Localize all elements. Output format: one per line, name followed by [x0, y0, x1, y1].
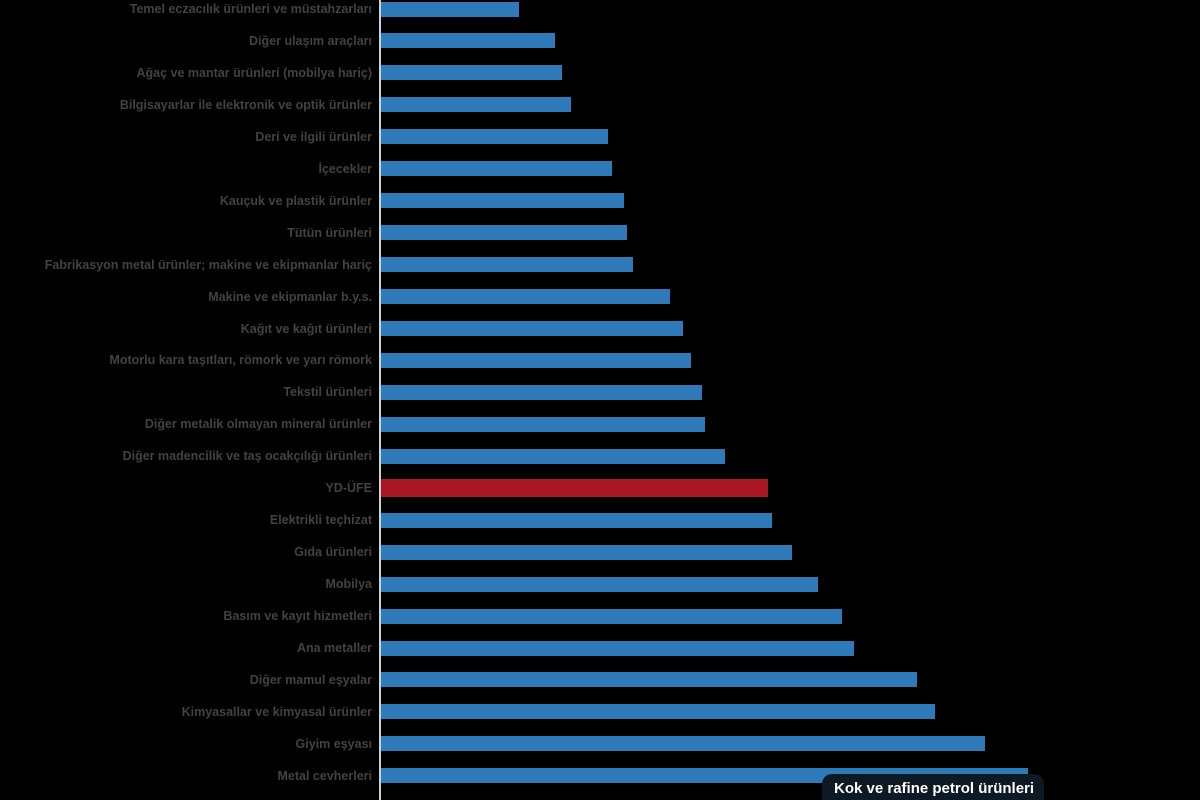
category-label: Deri ve ilgili ürünler: [255, 129, 372, 144]
category-label: Gıda ürünleri: [294, 545, 372, 560]
category-label: Ana metaller: [296, 641, 372, 655]
bar[interactable]: [381, 736, 985, 752]
tooltip: Kok ve rafine petrol ürünleri: [822, 774, 1045, 800]
category-label: Ağaç ve mantar ürünleri (mobilya hariç): [136, 65, 373, 80]
category-label: Diğer metalik olmayan mineral ürünler: [144, 417, 372, 432]
bar[interactable]: [381, 352, 691, 368]
category-label: Basım ve kayıt hizmetleri: [223, 609, 372, 624]
bar[interactable]: [381, 448, 725, 464]
bar[interactable]: [381, 704, 935, 720]
bar[interactable]: [381, 193, 624, 209]
bar[interactable]: [381, 225, 627, 241]
bar[interactable]: [381, 640, 854, 656]
bar[interactable]: [381, 672, 917, 688]
category-label: Makine ve ekipmanlar b.y.s.: [208, 289, 372, 304]
category-label: Motorlu kara taşıtları, römork ve yarı r…: [109, 353, 372, 368]
bar[interactable]: [381, 608, 842, 624]
bar[interactable]: [381, 257, 633, 273]
category-label: Kimyasallar ve kimyasal ürünler: [181, 704, 372, 719]
category-label: Diğer madencilik ve taş ocakçılığı ürünl…: [122, 449, 372, 464]
bar[interactable]: [381, 129, 608, 145]
category-label: YD-ÜFE: [325, 481, 372, 496]
bar[interactable]: [381, 321, 683, 336]
category-label: Kağıt ve kağıt ürünleri: [240, 321, 372, 336]
category-label: İçecekler: [318, 161, 372, 176]
bar[interactable]: [381, 416, 705, 432]
bar[interactable]: [381, 289, 670, 305]
bar[interactable]: [381, 97, 571, 113]
category-label: Bilgisayarlar ile elektronik ve optik ür…: [119, 97, 372, 112]
category-label: Tekstil ürünleri: [283, 385, 372, 400]
category-label: Diğer ulaşım araçları: [249, 33, 372, 48]
bar[interactable]: [381, 384, 702, 400]
category-label: Giyim eşyası: [295, 736, 372, 751]
tooltip-label: Kok ve rafine petrol ürünleri: [834, 780, 1035, 797]
category-label: Elektrikli teçhizat: [269, 513, 372, 528]
bar[interactable]: [381, 544, 792, 560]
category-label: Kauçuk ve plastik ürünler: [219, 193, 372, 208]
bar[interactable]: [381, 65, 562, 81]
bar[interactable]: [381, 576, 818, 592]
category-label: Diğer mamul eşyalar: [249, 672, 372, 687]
category-label: Tütün ürünleri: [287, 225, 372, 240]
bar[interactable]: [381, 1, 519, 17]
bar-highlighted[interactable]: [381, 479, 768, 498]
category-axis-line: [379, 0, 381, 800]
bar[interactable]: [381, 512, 772, 528]
bar[interactable]: [381, 161, 612, 177]
category-label: Fabrikasyon metal ürünler; makine ve eki…: [44, 257, 372, 272]
bar[interactable]: [381, 33, 555, 49]
category-label: Temel eczacılık ürünleri ve müstahzarlar…: [129, 2, 372, 16]
category-label: Mobilya: [325, 577, 372, 592]
category-label: Metal cevherleri: [277, 768, 373, 783]
